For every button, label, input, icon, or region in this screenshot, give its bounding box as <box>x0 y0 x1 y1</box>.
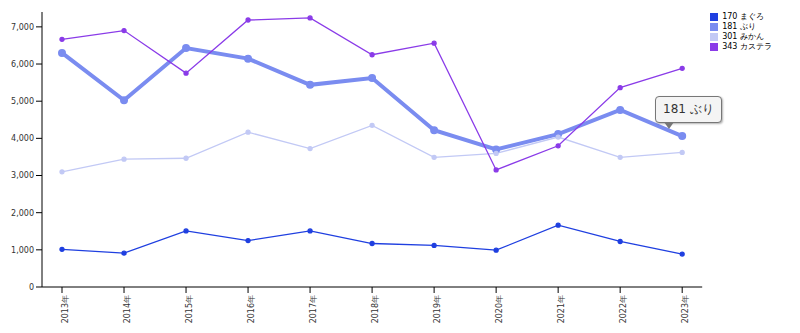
svg-text:2018年: 2018年 <box>371 295 380 323</box>
svg-text:5,000: 5,000 <box>11 97 34 106</box>
svg-text:3,000: 3,000 <box>11 171 34 180</box>
html-text:343 カステラ: 343 カステラ <box>722 42 772 51</box>
svg-text:2015年: 2015年 <box>185 295 194 323</box>
html-text:181 ぶり: 181 ぶり <box>722 22 756 31</box>
html-text:181 ぶり: 181 ぶり <box>663 102 714 116</box>
svg-text:2023年: 2023年 <box>681 295 690 323</box>
html-text:301 みかん: 301 みかん <box>722 32 764 41</box>
svg-text:2019年: 2019年 <box>433 295 442 323</box>
svg-text:2016年: 2016年 <box>247 295 256 323</box>
svg-text:2022年: 2022年 <box>619 295 628 323</box>
svg-text:1,000: 1,000 <box>11 246 34 255</box>
svg-text:6,000: 6,000 <box>11 60 34 69</box>
svg-text:0: 0 <box>29 283 34 292</box>
svg-text:2017年: 2017年 <box>309 295 318 323</box>
svg-text:2014年: 2014年 <box>123 295 132 323</box>
svg-text:2021年: 2021年 <box>557 295 566 323</box>
svg-text:4,000: 4,000 <box>11 134 34 143</box>
svg-text:2020年: 2020年 <box>495 295 504 323</box>
svg-text:7,000: 7,000 <box>11 23 34 32</box>
svg-text:2013年: 2013年 <box>61 295 70 323</box>
html-text:170 まぐろ: 170 まぐろ <box>722 12 764 21</box>
svg-text:2,000: 2,000 <box>11 209 34 218</box>
